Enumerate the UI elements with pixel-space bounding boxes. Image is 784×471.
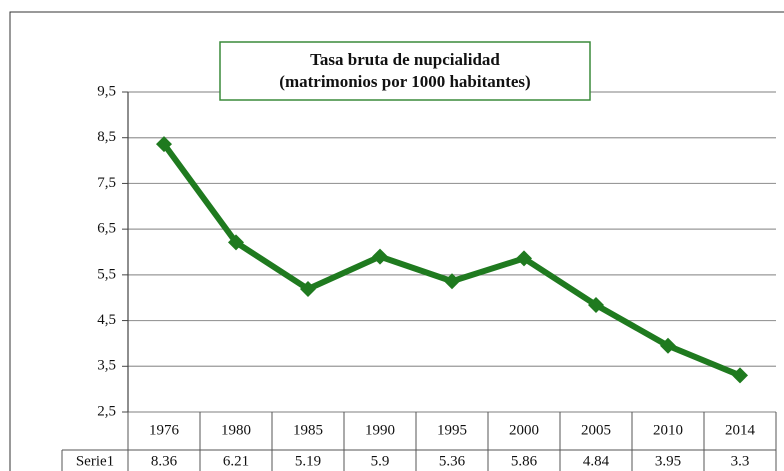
x-tick-label: 2005 [581, 422, 611, 438]
x-tick-label: 1995 [437, 422, 467, 438]
title-box [219, 41, 591, 101]
chart-title: (matrimonios por 1000 habitantes) [279, 72, 530, 91]
y-tick-label: 9,5 [97, 83, 116, 99]
legend-label: Serie1 [76, 453, 114, 469]
x-tick-label: 2000 [509, 422, 539, 438]
marker [516, 250, 532, 267]
table-value: 6.21 [223, 453, 249, 469]
table-value: 5.36 [439, 453, 466, 469]
marker [228, 234, 244, 251]
table-value: 4.84 [583, 453, 610, 469]
marker [588, 297, 604, 314]
x-tick-label: 1990 [365, 422, 395, 438]
x-tick-label: 2014 [725, 422, 756, 438]
y-tick-label: 8,5 [97, 129, 116, 145]
marker [660, 337, 676, 354]
x-tick-label: 2010 [653, 422, 683, 438]
chart-title: Tasa bruta de nupcialidad [310, 50, 500, 69]
marker [300, 281, 316, 298]
marker [444, 273, 460, 290]
y-tick-label: 3,5 [97, 358, 116, 374]
x-tick-label: 1976 [149, 422, 180, 438]
x-tick-label: 1985 [293, 422, 323, 438]
x-tick-label: 1980 [221, 422, 251, 438]
marker [156, 136, 172, 153]
table-value: 5.9 [371, 453, 390, 469]
y-tick-label: 6,5 [97, 221, 116, 237]
table-value: 3.3 [731, 453, 750, 469]
marker [372, 248, 388, 265]
y-tick-label: 5,5 [97, 266, 116, 282]
marker [732, 367, 748, 384]
table-value: 8.36 [151, 453, 178, 469]
y-tick-label: 7,5 [97, 175, 116, 191]
table-value: 5.86 [511, 453, 538, 469]
y-tick-label: 4,5 [97, 312, 116, 328]
y-tick-label: 2,5 [97, 403, 116, 419]
table-value: 3.95 [655, 453, 681, 469]
table-value: 5.19 [295, 453, 321, 469]
